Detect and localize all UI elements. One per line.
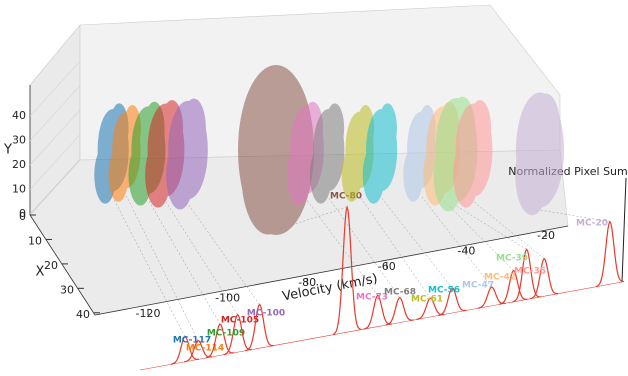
leader-line	[275, 206, 348, 231]
grid-line	[29, 134, 81, 190]
cluster-label: MC-117	[173, 336, 211, 346]
spectrum-peak	[170, 336, 200, 365]
leader-line	[187, 203, 260, 305]
cloud-blob	[325, 103, 345, 153]
leader-line	[473, 201, 545, 259]
y-label: Y	[3, 143, 12, 158]
y-tick-label: 40	[12, 109, 26, 122]
velocity-axis-line	[94, 225, 569, 316]
spectrum-peak	[223, 313, 252, 356]
cluster-label: MC-100	[247, 309, 285, 319]
spectrum-peak	[245, 303, 274, 352]
cluster-label: MC-105	[221, 316, 259, 326]
y-tick-label: 10	[12, 183, 26, 196]
cloud-blob	[128, 144, 153, 206]
y-tick-label: 0	[19, 207, 26, 220]
grid-line	[29, 61, 81, 117]
cloud-blob	[108, 148, 129, 202]
spectrum-peak	[438, 287, 467, 317]
spectrum-baseline	[139, 281, 623, 371]
cluster-label: MC-68	[384, 288, 416, 298]
velocity-tick-label: -120	[136, 307, 161, 320]
x-label: X	[36, 265, 45, 280]
cluster-label: MC-73	[356, 293, 388, 303]
cloud-blob	[309, 146, 332, 204]
cluster-cloud	[309, 103, 345, 204]
cloud-blob	[378, 103, 397, 153]
cloud-blob	[531, 93, 561, 163]
velocity-tick-label: -40	[457, 245, 475, 258]
spectrum-peak	[205, 323, 235, 359]
spectrum-peak	[385, 296, 414, 326]
cluster-label: MC-47	[462, 281, 494, 291]
spectrum-peak	[183, 339, 213, 363]
cloud-blob	[341, 148, 362, 202]
cloud-blob	[286, 144, 311, 206]
cluster-cloud	[453, 100, 493, 208]
x-tick-label: 0	[19, 210, 26, 223]
cloud-blob	[468, 100, 492, 156]
cloud-blob	[145, 142, 171, 208]
x-tick-label: 30	[60, 283, 74, 296]
grid-line	[29, 158, 81, 215]
cluster-label: MC-39	[496, 254, 528, 264]
velocity-tick-label: -100	[215, 291, 240, 304]
x-tick-label: 40	[76, 308, 90, 321]
cluster-label: MC-61	[411, 295, 443, 305]
x-axis-line	[29, 214, 96, 316]
cloud-blob	[453, 142, 479, 208]
leader-line	[381, 197, 453, 289]
y-tick-label: 30	[12, 134, 26, 147]
y-tick-label: 20	[12, 158, 26, 171]
leader-line	[421, 195, 492, 288]
cluster-label: MC-109	[207, 329, 245, 339]
velocity-tick-label: -60	[378, 260, 396, 273]
spectrum-peak	[416, 297, 445, 321]
spectrum-peak	[332, 204, 362, 336]
cluster-label: MC-114	[186, 344, 224, 354]
x-tick-label: 10	[28, 234, 42, 247]
cloud-blob	[362, 146, 385, 204]
cloud-blob	[166, 140, 194, 210]
cluster-cloud	[515, 92, 564, 216]
grid-line	[29, 109, 81, 166]
leader-line	[126, 195, 199, 341]
cluster-label: MC-42	[484, 273, 516, 283]
spectrum-peak	[363, 294, 392, 330]
leader-line	[328, 197, 400, 298]
leader-line	[456, 205, 527, 250]
leader-line	[443, 199, 514, 271]
cluster-label: MC-56	[428, 286, 460, 296]
leader-line	[359, 195, 431, 299]
cloud-blob	[182, 98, 206, 158]
velocity-tick-label: -20	[537, 229, 555, 242]
cluster-cloud	[166, 98, 208, 210]
spectrum-peak	[530, 257, 559, 300]
spectrum-peak	[477, 286, 506, 309]
cloud-blob	[403, 148, 424, 202]
grid-line	[29, 85, 81, 141]
x-tick-label: 20	[44, 259, 58, 272]
spectrum-peak	[499, 269, 528, 305]
spectrum-axis	[621, 177, 627, 283]
spectrum-peak	[595, 220, 624, 288]
cluster-label: MC-35	[514, 267, 546, 277]
cluster-label: MC-20	[576, 219, 608, 229]
velocity-tick-label: -80	[298, 276, 316, 289]
cluster-cloud	[362, 103, 398, 204]
